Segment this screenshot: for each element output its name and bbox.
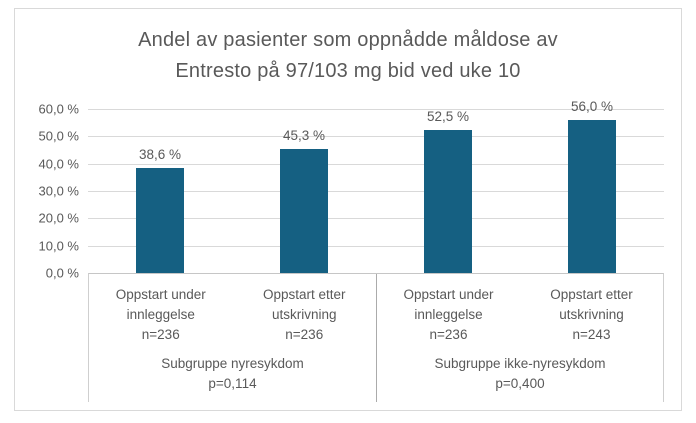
bar <box>424 129 472 273</box>
category-group-1: Oppstart under innleggelse n=236 Oppstart e… <box>89 274 376 402</box>
category-label-line: innleggelse <box>126 307 195 322</box>
subgroup-label-line: Subgruppe ikke-nyresykdom <box>434 356 606 371</box>
chart-title: Andel av pasienter som oppnådde måldose … <box>15 25 681 87</box>
subgroup-label-line: p=0,400 <box>495 376 545 391</box>
subgroup-label: Subgruppe nyresykdom p=0,114 <box>89 354 376 394</box>
y-tick-label: 20,0 % <box>38 210 79 226</box>
category-label: Oppstart under innleggelse n=236 <box>89 285 233 345</box>
bar-value-label: 56,0 % <box>570 98 614 114</box>
y-tick-label: 30,0 % <box>38 183 79 199</box>
category-axis: Oppstart under innleggelse n=236 Oppstart e… <box>88 273 664 402</box>
gridline <box>88 136 664 138</box>
category-label-line: n=236 <box>285 327 324 342</box>
gridline <box>88 191 664 192</box>
chart-title-line-1: Andel av pasienter som oppnådde måldose … <box>138 29 558 51</box>
category-label-line: Oppstart under <box>115 287 206 302</box>
category-label-line: Oppstart etter <box>262 287 346 302</box>
y-axis-tick-labels: 60,0 % 50,0 % 40,0 % 30,0 % 20,0 % 10,0 % 0,0 … <box>21 102 79 281</box>
bar <box>280 149 328 273</box>
category-row: Oppstart under innleggelse n=236 Oppstart e… <box>89 285 376 345</box>
bar <box>136 167 184 273</box>
gridline <box>88 218 664 220</box>
category-label: Oppstart under innleggelse n=236 <box>377 285 520 345</box>
y-tick-label: 50,0 % <box>38 128 79 144</box>
gridline <box>88 245 664 247</box>
y-tick-label: 10,0 % <box>38 238 79 254</box>
category-label-line: Oppstart under <box>403 287 494 302</box>
chart-title-line-2: Entresto på 97/103 mg bid ved uke 10 <box>175 60 521 82</box>
category-label-line: n=243 <box>572 327 611 342</box>
bar <box>568 119 616 273</box>
gridline <box>88 163 664 165</box>
subgroup-label-line: Subgruppe nyresykdom <box>161 356 304 371</box>
bar-value-label: 45,3 % <box>282 128 326 144</box>
chart-frame: Andel av pasienter som oppnådde måldose … <box>14 8 682 411</box>
category-label-line: utskrivning <box>559 307 624 322</box>
plot-area: 38,6 % 45,3 % 52,5 % 56,0 % <box>88 99 664 273</box>
y-tick-label: 60,0 % <box>38 101 79 117</box>
bar-value-label: 38,6 % <box>138 146 182 162</box>
y-tick-label: 40,0 % <box>38 156 79 172</box>
category-group-2: Oppstart under innleggelse n=236 Oppstart e… <box>376 274 663 402</box>
subgroup-label: Subgruppe ikke-nyresykdom p=0,400 <box>377 354 663 394</box>
subgroup-label-line: p=0,114 <box>208 376 257 391</box>
category-label-line: utskrivning <box>271 307 337 322</box>
y-tick-label: 0,0 % <box>45 265 79 281</box>
category-label: Oppstart etter utskrivning n=236 <box>233 285 377 345</box>
category-label: Oppstart etter utskrivning n=243 <box>520 285 663 345</box>
category-label-line: n=236 <box>429 327 468 342</box>
category-label-line: innleggelse <box>414 307 483 322</box>
bar-value-label: 52,5 % <box>426 108 470 124</box>
category-row: Oppstart under innleggelse n=236 Oppstart e… <box>377 285 663 345</box>
category-label-line: Oppstart etter <box>550 287 633 302</box>
gridline <box>88 109 664 110</box>
category-label-line: n=236 <box>141 327 180 342</box>
